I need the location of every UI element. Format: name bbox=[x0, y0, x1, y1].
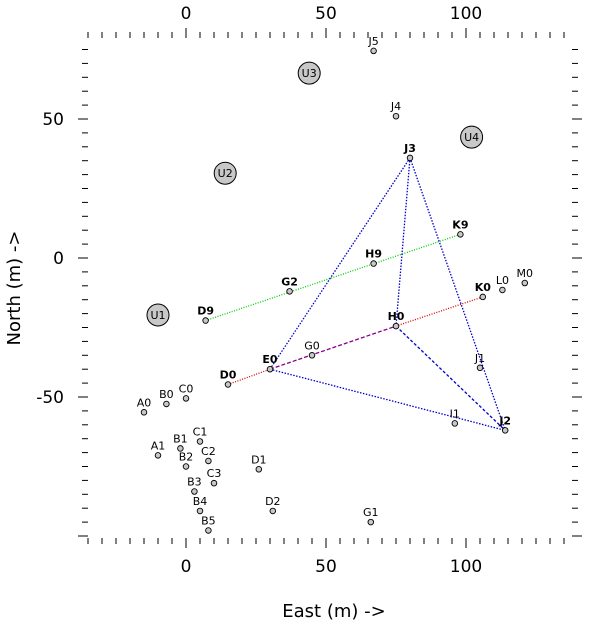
point-label-d0: D0 bbox=[220, 368, 237, 381]
marker-label-u4: U4 bbox=[464, 131, 479, 144]
top-tick-label-100: 100 bbox=[450, 4, 482, 24]
point-c2 bbox=[205, 457, 212, 465]
x-axis-title: East (m) -> bbox=[282, 601, 385, 622]
point-k0 bbox=[479, 293, 487, 301]
marker-u3 bbox=[297, 61, 321, 85]
point-k9 bbox=[457, 231, 464, 238]
axis-ticks bbox=[78, 28, 582, 548]
point-c0 bbox=[182, 395, 190, 402]
bottom-tick-label-100: 100 bbox=[450, 557, 482, 577]
point-label-e0: E0 bbox=[262, 353, 278, 366]
point-label-b2: B2 bbox=[179, 451, 194, 464]
point-label-h9: H9 bbox=[365, 248, 382, 261]
marker-label-u1: U1 bbox=[150, 309, 165, 322]
marker-label-u3: U3 bbox=[302, 67, 317, 80]
point-label-c0: C0 bbox=[179, 382, 194, 395]
point-label-d9: D9 bbox=[197, 305, 214, 318]
point-d0 bbox=[224, 381, 232, 388]
left-tick-label-50: 50 bbox=[42, 110, 64, 130]
segment-j3-h0 bbox=[395, 157, 411, 327]
point-label-a1: A1 bbox=[151, 439, 166, 452]
point-b0 bbox=[163, 400, 170, 408]
segment-j3-j2 bbox=[409, 157, 506, 431]
point-label-k0: K0 bbox=[475, 281, 492, 294]
point-l0 bbox=[499, 286, 506, 294]
y-axis-title: North (m) -> bbox=[4, 231, 25, 346]
point-label-a0: A0 bbox=[137, 396, 152, 409]
point-label-b3: B3 bbox=[187, 476, 202, 489]
point-label-j3: J3 bbox=[403, 142, 416, 155]
point-label-d2: D2 bbox=[265, 495, 280, 508]
segment-e0-j2 bbox=[269, 368, 506, 431]
top-tick-label-0: 0 bbox=[181, 4, 192, 24]
point-label-d1: D1 bbox=[251, 453, 266, 466]
point-label-b4: B4 bbox=[193, 495, 208, 508]
point-j3 bbox=[406, 154, 414, 162]
segment-e0-j3 bbox=[269, 157, 411, 370]
data-points: U1 U2 U3 U4 J5 J4 J3 K9 H9 G2 D9 K0 L0 M0 H0 G0 E0 D0 J1 I1… bbox=[137, 35, 534, 534]
point-j4 bbox=[392, 112, 400, 120]
point-g0 bbox=[308, 352, 316, 359]
segment-d9-k9 bbox=[205, 233, 461, 322]
marker-u4 bbox=[460, 125, 484, 149]
point-b2 bbox=[182, 463, 190, 470]
point-d9 bbox=[202, 317, 209, 324]
point-label-g2: G2 bbox=[281, 275, 298, 288]
point-j2 bbox=[501, 427, 509, 434]
point-e0 bbox=[266, 365, 274, 373]
point-label-j2: J2 bbox=[498, 414, 511, 427]
point-m0 bbox=[521, 279, 529, 287]
point-label-c2: C2 bbox=[201, 445, 216, 458]
point-label-m0: M0 bbox=[517, 267, 534, 280]
segment-h0-k0 bbox=[395, 296, 484, 327]
point-b4 bbox=[196, 507, 204, 515]
point-i1 bbox=[451, 420, 459, 427]
point-label-k9: K9 bbox=[452, 218, 468, 231]
point-label-b0: B0 bbox=[159, 388, 174, 401]
point-label-g1: G1 bbox=[363, 506, 379, 519]
point-b1 bbox=[177, 445, 184, 452]
bottom-tick-label-50: 50 bbox=[315, 557, 337, 577]
segment-h0-j2 bbox=[395, 325, 506, 431]
point-a0 bbox=[140, 409, 148, 416]
point-j1 bbox=[476, 364, 484, 372]
point-label-b1: B1 bbox=[173, 432, 188, 445]
point-label-j1: J1 bbox=[474, 352, 485, 365]
point-g2 bbox=[286, 288, 293, 295]
point-a1 bbox=[154, 452, 162, 459]
point-c1 bbox=[196, 438, 204, 445]
point-d2 bbox=[269, 507, 277, 515]
point-d1 bbox=[255, 466, 263, 473]
point-label-c3: C3 bbox=[207, 467, 222, 480]
point-h9 bbox=[370, 260, 377, 267]
segment-e0-h0 bbox=[269, 325, 397, 370]
marker-u2 bbox=[213, 161, 237, 185]
point-label-c1: C1 bbox=[193, 425, 208, 438]
point-label-l0: L0 bbox=[496, 274, 509, 287]
point-c3 bbox=[210, 479, 218, 487]
point-b5 bbox=[205, 527, 212, 534]
point-label-j4: J4 bbox=[390, 100, 401, 113]
point-label-g0: G0 bbox=[304, 339, 320, 352]
marker-label-u2: U2 bbox=[218, 167, 233, 180]
left-tick-label-minus50: -50 bbox=[36, 388, 64, 408]
top-tick-label-50: 50 bbox=[315, 4, 337, 24]
point-label-i1: I1 bbox=[450, 407, 460, 420]
point-label-h0: H0 bbox=[388, 310, 405, 323]
point-g1 bbox=[367, 518, 375, 526]
point-b3 bbox=[191, 488, 198, 495]
point-label-b5: B5 bbox=[201, 514, 216, 527]
point-j5 bbox=[370, 47, 377, 55]
baseline-segments bbox=[205, 157, 506, 431]
point-h0 bbox=[392, 322, 400, 330]
bottom-tick-label-0: 0 bbox=[181, 557, 192, 577]
point-label-j5: J5 bbox=[367, 35, 378, 48]
left-tick-label-0: 0 bbox=[53, 249, 64, 269]
marker-u1 bbox=[146, 303, 170, 327]
